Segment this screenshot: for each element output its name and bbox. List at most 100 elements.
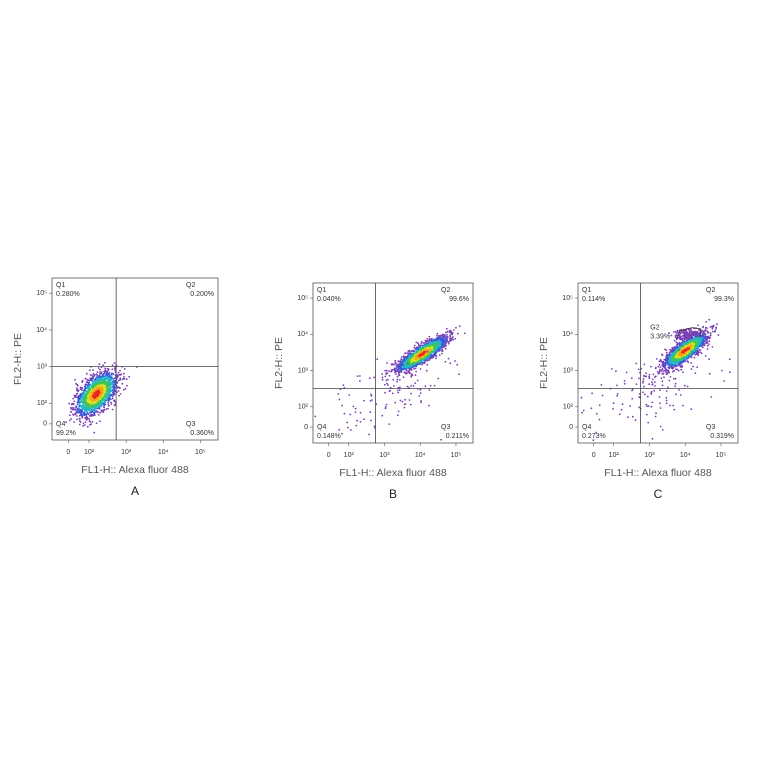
event-dot [80, 414, 82, 416]
event-dot [99, 371, 101, 373]
event-dot [111, 408, 114, 411]
event-dot [668, 371, 670, 374]
event-dot [381, 414, 384, 417]
event-dot [108, 381, 111, 384]
event-dot [433, 341, 436, 344]
event-dot [74, 396, 76, 398]
event-dot [80, 405, 82, 408]
event-dot [93, 431, 96, 434]
event-dot [99, 368, 101, 371]
event-dot [119, 379, 122, 381]
event-dot [446, 333, 448, 336]
event-dot [419, 348, 422, 351]
event-dot [396, 389, 399, 392]
event-dot [96, 371, 99, 373]
event-dot [415, 365, 418, 368]
event-dot [89, 409, 91, 412]
event-dot [436, 349, 439, 352]
event-dot [398, 365, 401, 367]
event-dot [92, 377, 94, 380]
event-dot [699, 343, 701, 345]
event-dot [436, 334, 438, 337]
event-dot [685, 355, 687, 358]
event-dot [690, 362, 693, 364]
event-dot [439, 344, 442, 347]
event-dot [671, 366, 674, 369]
event-dot [658, 360, 661, 363]
event-dot [420, 401, 422, 404]
event-dot [700, 352, 703, 355]
event-dot [87, 395, 89, 397]
event-dot [404, 352, 407, 355]
event-dot [397, 360, 400, 363]
event-dot [98, 363, 101, 366]
event-dot [425, 359, 427, 362]
event-dot [415, 341, 418, 344]
event-dot [113, 399, 115, 402]
event-dot [108, 379, 110, 382]
event-dot [123, 378, 126, 380]
event-dot [657, 365, 660, 368]
event-dot [423, 345, 426, 347]
event-dot [368, 377, 371, 380]
event-dot [97, 367, 100, 369]
event-dot [95, 387, 98, 390]
event-dot [125, 378, 128, 380]
event-dot [397, 391, 400, 394]
event-dot [682, 354, 685, 357]
event-dot [89, 377, 92, 380]
event-dot [405, 372, 407, 375]
event-dot [107, 368, 110, 371]
event-dot [407, 358, 410, 360]
event-dot [402, 376, 405, 378]
event-dot [416, 361, 419, 363]
event-dot [370, 394, 373, 397]
event-dot [661, 364, 664, 367]
event-dot [699, 337, 702, 340]
event-dot [385, 379, 388, 382]
event-dot [107, 391, 110, 394]
event-dot [100, 371, 103, 374]
event-dot [103, 409, 106, 411]
event-dot [416, 355, 418, 358]
event-dot [79, 393, 82, 396]
event-dot [448, 331, 451, 334]
event-dot [88, 406, 91, 409]
event-dot [110, 394, 113, 396]
event-dot [676, 359, 678, 362]
event-dot [85, 397, 88, 400]
event-dot [394, 401, 397, 404]
event-dot [680, 358, 683, 361]
event-dot [91, 394, 94, 397]
event-dot [706, 342, 708, 345]
event-dot [98, 386, 101, 389]
event-dot [108, 400, 111, 402]
event-dot [119, 393, 122, 395]
event-dot [79, 396, 82, 399]
event-dot [411, 353, 414, 356]
event-dot [87, 383, 90, 386]
event-dot [402, 368, 405, 371]
event-dot [92, 403, 94, 406]
event-dot [687, 342, 690, 344]
event-dot [385, 372, 387, 375]
event-dot [704, 326, 707, 329]
event-dot [410, 373, 413, 375]
event-dot [408, 399, 411, 401]
event-dot [112, 373, 115, 375]
event-dot [677, 343, 679, 346]
event-dot [410, 392, 412, 395]
event-dot [381, 373, 384, 375]
event-dot [104, 380, 106, 383]
event-dot [98, 374, 100, 377]
event-dot [677, 358, 680, 360]
event-dot [85, 390, 88, 393]
event-dot [95, 410, 98, 412]
event-dot [452, 338, 454, 341]
event-dot [404, 403, 407, 405]
event-dot [444, 360, 447, 363]
event-dot [338, 428, 341, 431]
event-dot [394, 359, 397, 362]
event-dot [79, 408, 82, 411]
